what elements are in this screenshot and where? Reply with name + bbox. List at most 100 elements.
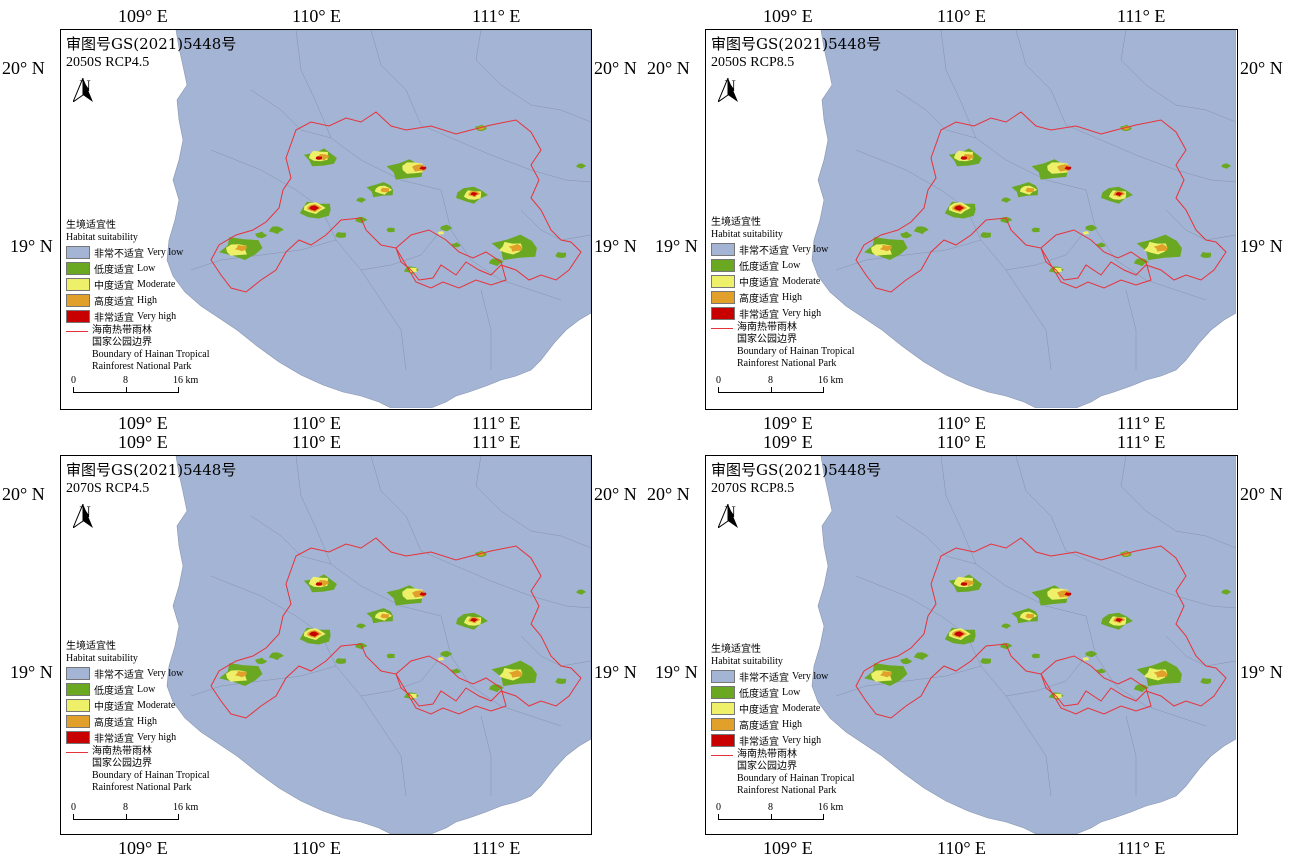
- habitat-patch: [437, 657, 444, 661]
- habitat-patch: [1096, 668, 1106, 674]
- legend-label-cn: 低度适宜: [94, 264, 134, 276]
- habitat-patch: [960, 582, 967, 586]
- county-border: [1120, 30, 1236, 123]
- boundary-line-swatch: [711, 755, 733, 756]
- lat-label-left: 19° N: [10, 236, 53, 256]
- county-border: [520, 209, 591, 241]
- legend-swatch: [66, 309, 90, 323]
- county-border: [1165, 635, 1236, 667]
- scale-bar: 0 8 16 km: [71, 375, 198, 396]
- boundary-label-en-2: Rainforest National Park: [92, 782, 192, 793]
- habitat-patch: [961, 580, 975, 587]
- county-border: [1005, 655, 1087, 697]
- county-border: [190, 665, 337, 697]
- legend-label-cn: 低度适宜: [739, 261, 779, 273]
- legend-label-cn: 非常不适宜: [94, 669, 144, 681]
- habitat-patch: [315, 156, 322, 160]
- habitat-patch: [412, 164, 425, 172]
- legend-title-cn: 生境适宜性: [711, 217, 761, 228]
- legend-title-cn: 生境适宜性: [66, 641, 116, 652]
- legend-title-en: Habitat suitability: [66, 653, 138, 664]
- legend-item: 中度适宜 Moderate: [66, 697, 210, 713]
- county-border: [250, 515, 332, 565]
- legend-item: 非常适宜 Very high: [66, 729, 210, 745]
- scale-label-16: 16 km: [173, 802, 199, 813]
- habitat-patch: [900, 657, 913, 665]
- habitat-patch: [386, 227, 395, 233]
- habitat-patch: [900, 231, 913, 239]
- county-border: [895, 89, 977, 139]
- boundary-line-swatch: [66, 752, 88, 753]
- approval-number: 审图号GS(2021)5448号: [66, 35, 237, 53]
- habitat-patch: [913, 226, 929, 235]
- habitat-patch: [1133, 258, 1149, 267]
- county-border: [1085, 189, 1207, 301]
- habitat-patch: [576, 163, 587, 169]
- scale-label-0: 0: [71, 802, 76, 813]
- legend-label-en: Very low: [147, 667, 184, 679]
- legend-label-en: High: [137, 294, 157, 306]
- legend-label-en: High: [782, 291, 802, 303]
- habitat-patch: [268, 652, 284, 661]
- lat-label-left: 20° N: [647, 58, 690, 78]
- lon-label-bottom: 110° E: [937, 838, 987, 858]
- habitat-patch: [1200, 252, 1212, 258]
- map-canvas: [61, 30, 591, 408]
- scale-label-16: 16 km: [818, 802, 844, 813]
- legend-label-cn: 低度适宜: [94, 685, 134, 697]
- lon-label-top: 109° E: [118, 432, 168, 452]
- legend-label-en: Very high: [782, 734, 822, 746]
- legend-label-en: Moderate: [782, 702, 821, 714]
- habitat-patch: [1085, 650, 1098, 658]
- boundary-label-cn-1: 海南热带雨林: [737, 322, 797, 333]
- habitat-patch: [419, 166, 427, 170]
- habitat-patch: [234, 671, 247, 678]
- county-border: [895, 515, 977, 565]
- legend-label-en: Low: [782, 259, 801, 271]
- boundary-line-swatch: [711, 328, 733, 329]
- county-border: [1015, 30, 1236, 183]
- county-border: [1085, 615, 1207, 727]
- habitat-patch: [879, 671, 892, 678]
- approval-number: 审图号GS(2021)5448号: [711, 461, 882, 479]
- legend: 生境适宜性 Habitat suitability 非常不适宜 Very low 低…: [711, 644, 855, 797]
- legend-swatch: [66, 682, 90, 696]
- legend-label-cn: 非常适宜: [739, 736, 779, 748]
- county-border: [835, 665, 982, 697]
- scale-label-0: 0: [71, 375, 76, 386]
- legend-label-cn: 非常不适宜: [94, 248, 144, 260]
- approval-number: 审图号GS(2021)5448号: [66, 461, 237, 479]
- habitat-patch: [1153, 670, 1168, 678]
- map-frame: 审图号GS(2021)5448号 2070S RCP8.5 N 生境适宜性 Ha…: [705, 455, 1238, 835]
- lat-label-right: 20° N: [1240, 58, 1283, 78]
- lon-label-bottom: 109° E: [763, 413, 813, 433]
- map-frame: 审图号GS(2021)5448号 2050S RCP8.5 N 生境适宜性 Ha…: [705, 29, 1238, 410]
- scale-label-0: 0: [716, 802, 721, 813]
- county-border: [250, 89, 332, 139]
- park-boundary: [1040, 229, 1152, 289]
- north-arrow: N: [718, 504, 742, 528]
- habitat-patch: [555, 252, 567, 258]
- county-border: [1125, 289, 1137, 370]
- legend: 生境适宜性 Habitat suitability 非常不适宜 Very low 低…: [66, 641, 210, 794]
- county-border: [1015, 456, 1236, 609]
- lon-label-bottom: 110° E: [292, 413, 342, 433]
- habitat-patch: [451, 242, 461, 248]
- legend-label-cn: 非常不适宜: [739, 245, 789, 257]
- legend-swatch: [711, 717, 735, 731]
- legend-label-cn: 高度适宜: [739, 293, 779, 305]
- county-border: [480, 715, 492, 796]
- legend-label-cn: 高度适宜: [94, 717, 134, 729]
- scale-label-8: 8: [123, 802, 128, 813]
- habitat-patch: [1082, 657, 1089, 661]
- habitat-patch: [1085, 224, 1098, 232]
- habitat-patch: [315, 582, 322, 586]
- lon-label-top: 110° E: [937, 6, 987, 26]
- lon-label-top: 111° E: [472, 432, 521, 452]
- county-border: [1125, 715, 1137, 796]
- lat-label-right: 19° N: [594, 662, 637, 682]
- legend-label-en: Low: [137, 262, 156, 274]
- lat-label-right: 19° N: [1240, 662, 1283, 682]
- habitat-patch: [961, 154, 975, 161]
- legend-item: 非常不适宜 Very low: [66, 665, 210, 681]
